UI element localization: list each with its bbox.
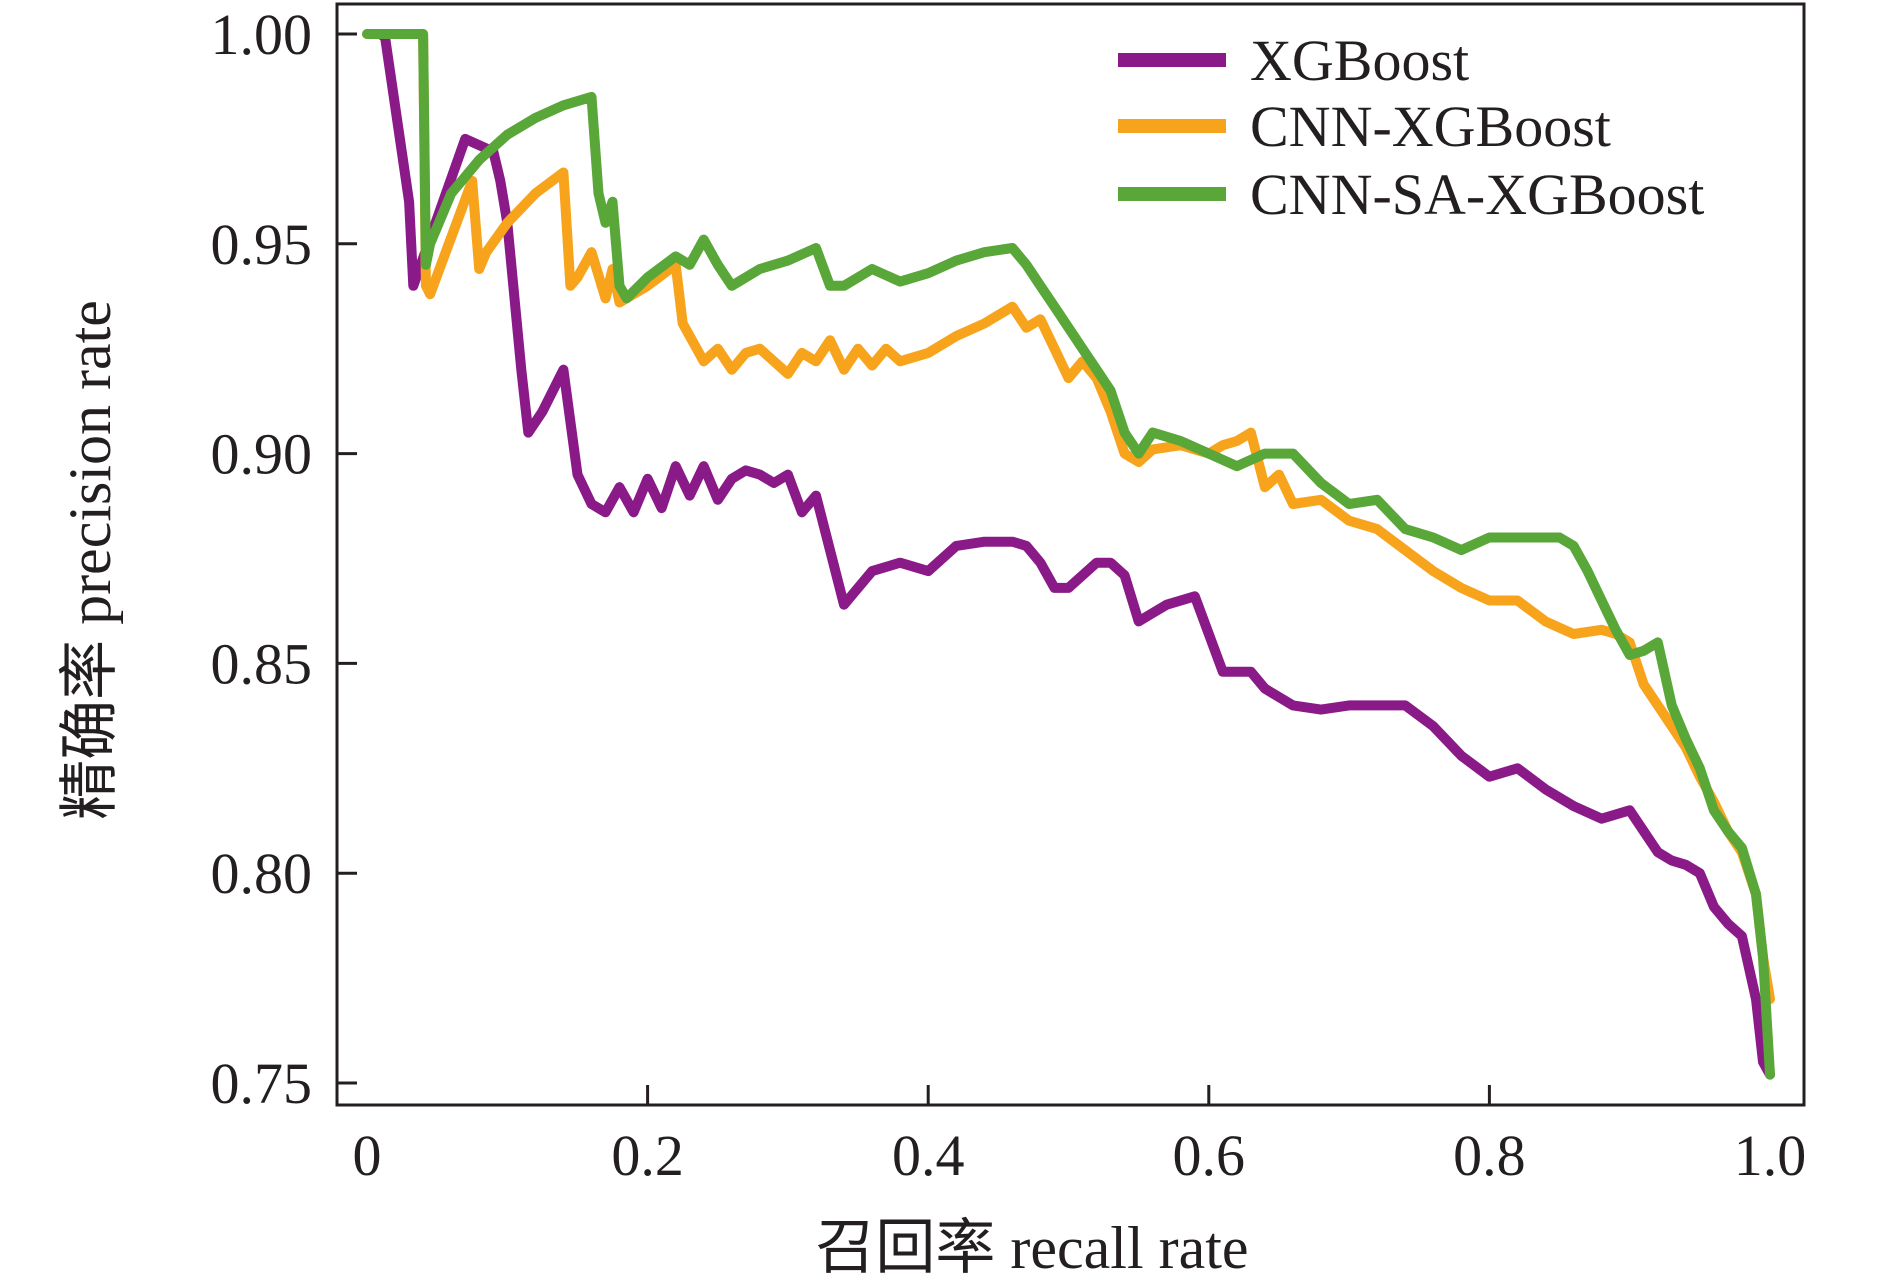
y-axis-title: 精确率 precision rate — [57, 300, 123, 820]
x-axis-title: 召回率 recall rate — [815, 1215, 1248, 1281]
x-tick-label: 0.6 — [1173, 1123, 1246, 1188]
y-tick-label: 0.85 — [211, 631, 313, 696]
y-tick-label: 0.75 — [211, 1051, 313, 1116]
x-tick-label: 0.2 — [611, 1123, 684, 1188]
cnn-xgboost-line — [362, 29, 1775, 1005]
y-axis: 0.75 0.80 0.85 0.90 0.95 1.00 — [211, 2, 357, 1116]
x-tick-label: 0 — [353, 1123, 382, 1188]
legend-label-cnn-xgboost: CNN-XGBoost — [1250, 94, 1611, 159]
cnn-sa-xgboost-line — [362, 29, 1775, 1080]
y-tick-label: 0.95 — [211, 212, 313, 277]
legend: XGBoost CNN-XGBoost CNN-SA-XGBoost — [1118, 28, 1704, 227]
y-tick-label: 1.00 — [211, 2, 313, 67]
series-lines — [362, 29, 1775, 1080]
y-tick-label: 0.90 — [211, 422, 313, 487]
x-axis: 0 0.2 0.4 0.6 0.8 1.0 — [353, 1085, 1807, 1188]
y-tick-label: 0.80 — [211, 841, 313, 906]
x-tick-label: 0.4 — [892, 1123, 965, 1188]
x-tick-label: 1.0 — [1734, 1123, 1807, 1188]
legend-label-cnn-sa-xgboost: CNN-SA-XGBoost — [1250, 162, 1704, 227]
x-tick-label: 0.8 — [1453, 1123, 1526, 1188]
legend-label-xgboost: XGBoost — [1250, 28, 1469, 93]
xgboost-line — [376, 29, 1775, 1080]
plot-frame — [335, 2, 1806, 1107]
